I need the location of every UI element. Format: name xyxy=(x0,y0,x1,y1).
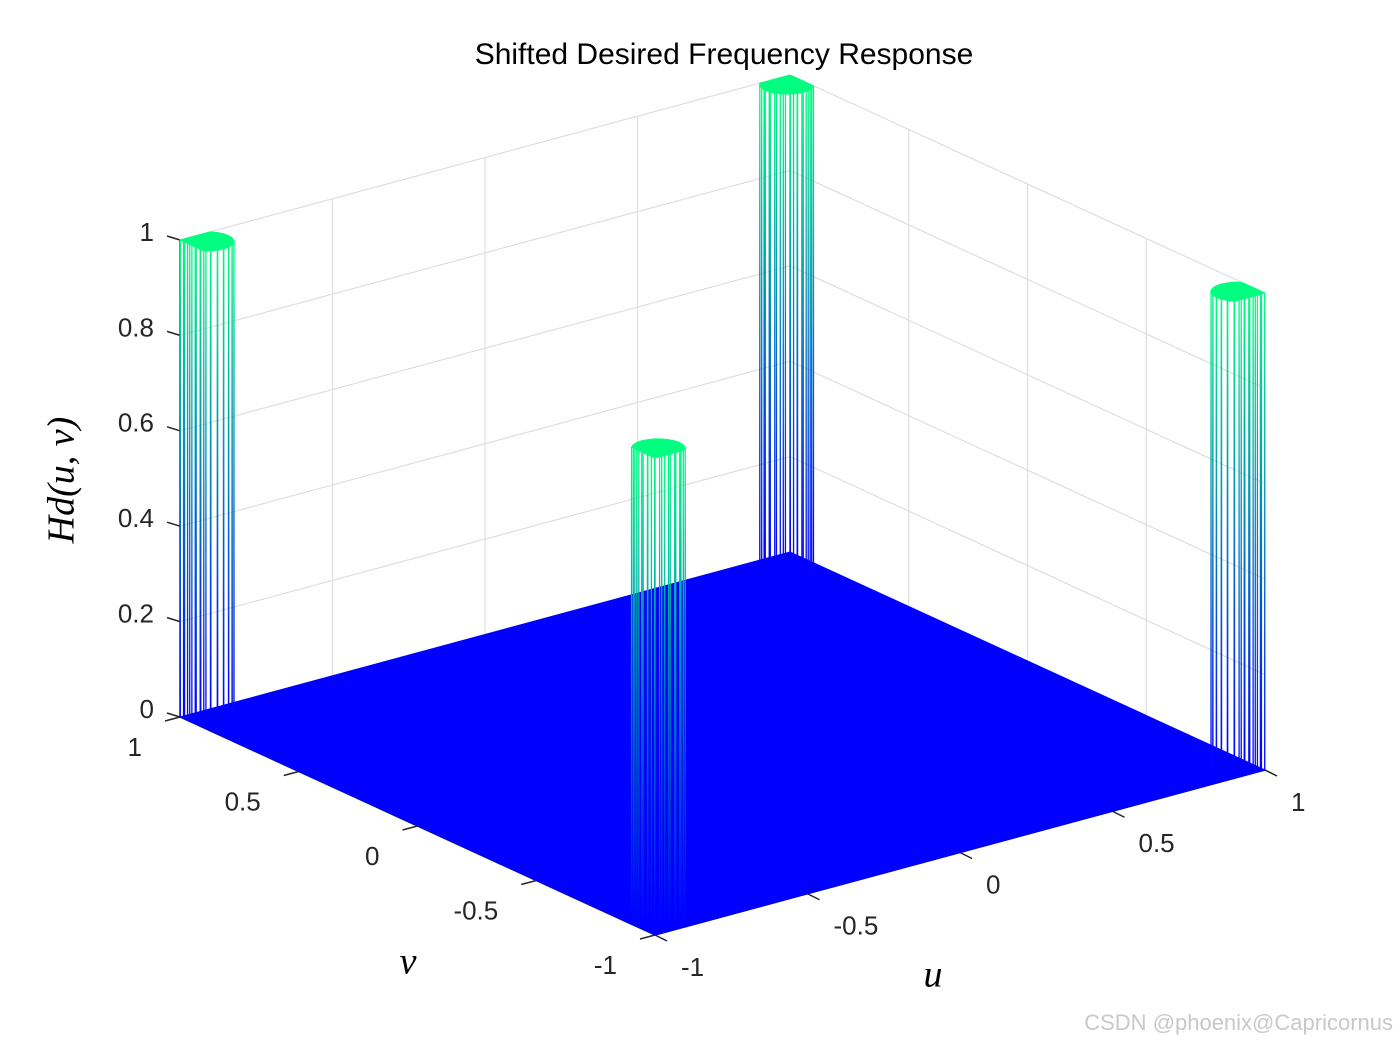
chart-title: Shifted Desired Frequency Response xyxy=(475,38,974,71)
x-tick xyxy=(654,934,668,942)
x-tick xyxy=(807,893,820,901)
x-tick xyxy=(959,851,973,860)
z-tick xyxy=(166,616,181,623)
z-tick-label: 0.4 xyxy=(118,503,154,533)
peak-top xyxy=(759,74,815,95)
x-axis-label: u xyxy=(924,954,943,996)
x-tick-label: 0.5 xyxy=(1139,828,1175,858)
y-axis-label: v xyxy=(400,941,417,983)
y-tick-label: 1 xyxy=(128,732,142,762)
x-tick-label: 0 xyxy=(986,869,1000,899)
z-axis-label: Hd(u, v) xyxy=(41,417,83,545)
z-tick-label: 1 xyxy=(140,217,154,247)
peak-top xyxy=(1210,281,1267,302)
y-tick xyxy=(283,770,299,777)
z-tick xyxy=(166,426,181,432)
y-tick xyxy=(164,716,181,722)
y-tick xyxy=(639,934,656,940)
z-tick-label: 0.8 xyxy=(118,312,154,342)
y-tick-label: 0.5 xyxy=(225,786,261,816)
peak-top xyxy=(178,231,235,252)
y-tick xyxy=(402,825,418,831)
z-tick-label: 0.6 xyxy=(118,408,154,438)
peak-side xyxy=(759,75,815,572)
x-tick xyxy=(1112,810,1125,818)
z-tick-label: 0 xyxy=(140,694,154,724)
watermark: CSDN @phoenix@Capricornus xyxy=(1084,1010,1393,1035)
x-tick-label: -0.5 xyxy=(834,911,879,941)
peak-top xyxy=(630,438,686,459)
peak-side xyxy=(1210,282,1266,779)
x-tick xyxy=(1264,769,1278,777)
y-tick xyxy=(521,879,537,886)
peak-side xyxy=(630,438,686,935)
z-tick-label: 0.2 xyxy=(118,598,154,628)
x-tick-label: -1 xyxy=(681,952,704,982)
y-tick-label: -1 xyxy=(594,950,617,980)
x-tick-label: 1 xyxy=(1291,787,1305,817)
z-tick xyxy=(166,330,181,337)
z-tick xyxy=(166,712,181,718)
z-tick xyxy=(166,235,181,241)
peak-side xyxy=(179,231,235,728)
y-tick-label: -0.5 xyxy=(453,895,498,925)
y-tick-label: 0 xyxy=(365,841,379,871)
z-tick xyxy=(166,521,181,527)
